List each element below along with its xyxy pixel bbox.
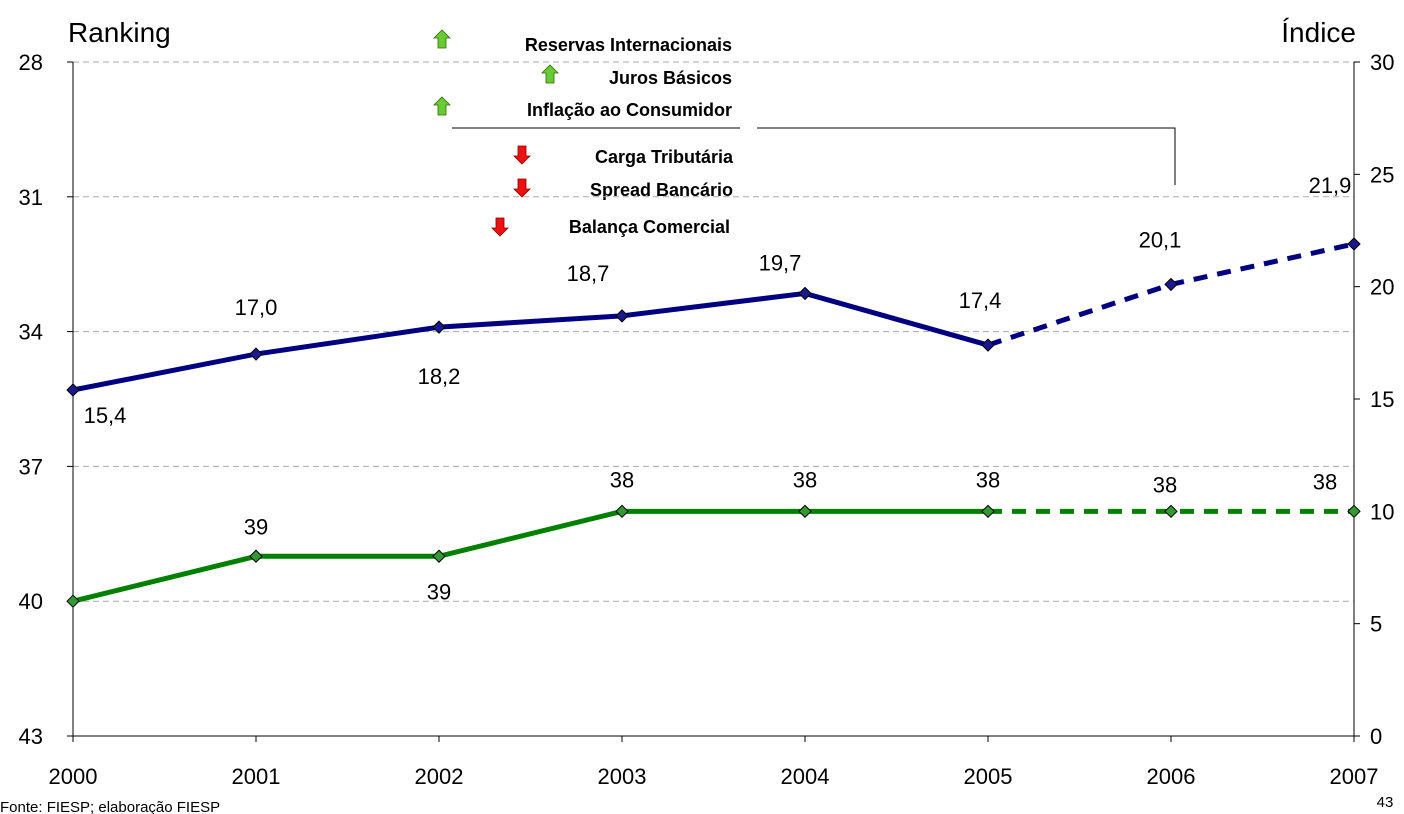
marker — [1164, 277, 1178, 292]
y-tick-label: 31 — [19, 185, 43, 210]
annotation-down: Spread Bancário — [590, 180, 733, 200]
x-tick-label: 2003 — [598, 764, 647, 789]
data-label: 38 — [610, 467, 634, 492]
marker — [66, 383, 80, 397]
data-label: 15,4 — [84, 403, 127, 428]
y2-tick-label: 5 — [1370, 612, 1382, 637]
marker — [1164, 504, 1178, 519]
series-line — [72, 508, 988, 604]
y-tick-label: 40 — [19, 589, 43, 614]
y2-tick-label: 30 — [1370, 50, 1394, 75]
bracket — [757, 127, 1176, 185]
y2-tick-label: 25 — [1370, 162, 1394, 187]
y-tick-label: 28 — [19, 50, 43, 75]
x-tick-label: 2001 — [232, 764, 281, 789]
data-label: 18,7 — [567, 261, 610, 286]
data-label: 21,9 — [1309, 173, 1352, 198]
source: Fonte: FIESP; elaboração FIESP — [0, 799, 220, 814]
x-tick-label: 2005 — [964, 764, 1013, 789]
marker — [615, 309, 629, 323]
marker — [981, 504, 995, 519]
x-tick-label: 2000 — [49, 764, 98, 789]
data-label: 17,4 — [959, 288, 1002, 313]
data-label: 39 — [244, 514, 268, 539]
data-label: 19,7 — [759, 250, 802, 275]
marker — [981, 338, 995, 352]
marker — [66, 594, 80, 608]
data-label: 38 — [793, 467, 817, 492]
x-tick-label: 2007 — [1330, 764, 1379, 789]
marker — [1347, 237, 1361, 251]
marker — [798, 504, 812, 519]
annotation-down: Balança Comercial — [569, 217, 730, 237]
series-line — [72, 290, 989, 393]
data-label: 38 — [1153, 472, 1177, 497]
marker — [432, 320, 446, 334]
y-tick-label: 37 — [19, 454, 43, 479]
annotation-down: Carga Tributária — [595, 147, 734, 167]
data-label: 17,0 — [235, 295, 278, 320]
y2-tick-label: 20 — [1370, 275, 1394, 300]
y-tick-label: 34 — [19, 320, 43, 345]
marker — [249, 549, 263, 563]
y2-axis-title: Índice — [1281, 17, 1356, 48]
y-tick-label: 43 — [19, 724, 43, 749]
y2-tick-label: 0 — [1370, 724, 1382, 749]
y-axis-title: Ranking — [68, 17, 171, 48]
annotation-arrows — [433, 29, 559, 237]
data-label: 38 — [976, 467, 1000, 492]
annotation-up: Reservas Internacionais — [525, 35, 732, 55]
y2-tick-label: 15 — [1370, 387, 1394, 412]
annotation-up: Inflação ao Consumidor — [527, 100, 732, 120]
marker — [249, 347, 263, 361]
x-tick-label: 2006 — [1147, 764, 1196, 789]
marker — [432, 549, 446, 563]
marker — [615, 504, 629, 519]
y2-tick-label: 10 — [1370, 499, 1394, 524]
data-label: 18,2 — [418, 364, 461, 389]
series-line — [987, 241, 1355, 348]
marker — [1347, 504, 1361, 519]
data-label: 38 — [1313, 469, 1337, 494]
page-number: 43 — [1377, 794, 1394, 811]
data-label: 39 — [427, 579, 451, 604]
annotation-up: Juros Básicos — [609, 68, 732, 88]
x-tick-label: 2002 — [415, 764, 464, 789]
marker — [798, 286, 812, 301]
data-label: 20,1 — [1139, 227, 1182, 252]
x-tick-label: 2004 — [781, 764, 830, 789]
